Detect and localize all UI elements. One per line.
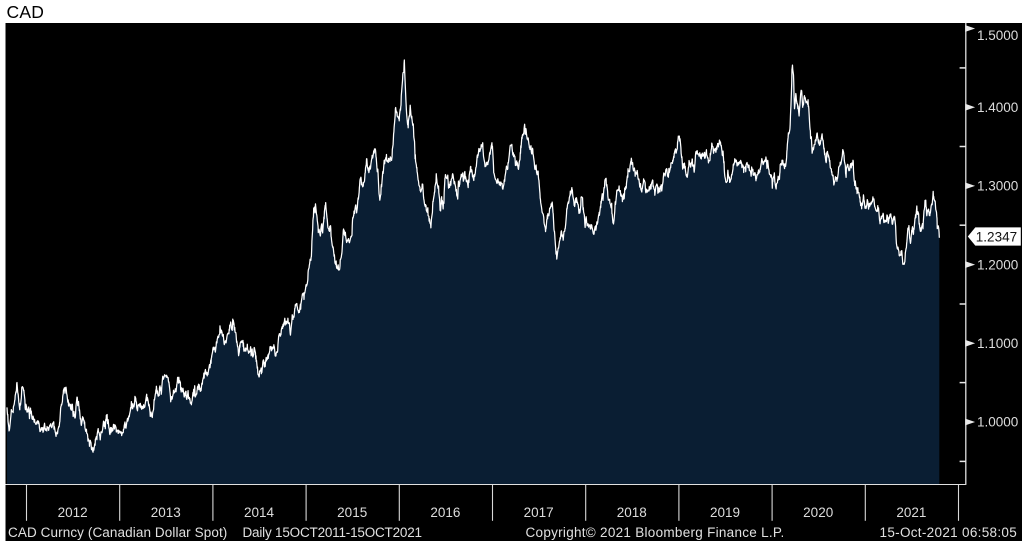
svg-text:2019: 2019 — [710, 505, 740, 520]
svg-text:1.3000: 1.3000 — [977, 179, 1018, 194]
svg-text:2018: 2018 — [617, 505, 647, 520]
svg-text:1.2000: 1.2000 — [977, 257, 1018, 272]
svg-text:1.5000: 1.5000 — [977, 28, 1018, 43]
svg-text:2012: 2012 — [58, 505, 88, 520]
svg-text:1.2347: 1.2347 — [976, 229, 1017, 244]
svg-text:1.4000: 1.4000 — [977, 100, 1018, 115]
svg-text:2017: 2017 — [524, 505, 554, 520]
svg-text:2014: 2014 — [244, 505, 275, 520]
svg-text:2021: 2021 — [896, 505, 926, 520]
svg-text:2020: 2020 — [803, 505, 833, 520]
svg-text:1.1000: 1.1000 — [977, 336, 1018, 351]
svg-text:2015: 2015 — [337, 505, 367, 520]
svg-text:2013: 2013 — [151, 505, 181, 520]
svg-text:1.0000: 1.0000 — [977, 415, 1018, 430]
svg-text:2016: 2016 — [430, 505, 460, 520]
